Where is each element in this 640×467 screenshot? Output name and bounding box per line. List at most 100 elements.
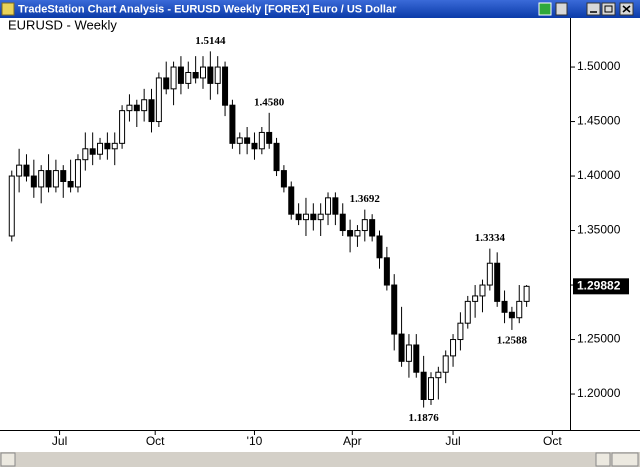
- menu-button[interactable]: [555, 2, 568, 16]
- candle-body: [501, 300, 508, 313]
- y-tick-label: 1.40000: [577, 168, 621, 182]
- annotation: 1.1876: [409, 412, 440, 424]
- x-tick-label: Oct: [146, 434, 165, 448]
- x-tick-label: Oct: [543, 434, 562, 448]
- candle-body: [486, 262, 493, 286]
- candle-body: [52, 170, 59, 188]
- annotation: 1.5144: [195, 35, 226, 47]
- candle-body: [74, 159, 81, 188]
- candle-body: [494, 262, 501, 302]
- candle-body: [435, 371, 442, 379]
- candle-body: [302, 213, 309, 221]
- candle-body: [104, 142, 111, 150]
- title-bar: [0, 0, 640, 18]
- candle-body: [508, 311, 515, 319]
- candle-body: [111, 142, 118, 150]
- candle-body: [369, 219, 376, 237]
- candle-body: [185, 71, 192, 84]
- last-price-label: 1.29882: [577, 278, 621, 292]
- candle-body: [126, 104, 133, 112]
- candle-body: [214, 66, 221, 84]
- x-tick-label: Apr: [343, 434, 362, 448]
- candle-body: [199, 66, 206, 79]
- y-tick-label: 1.45000: [577, 114, 621, 128]
- scroll-thumb[interactable]: [611, 452, 639, 467]
- candle-body: [325, 197, 332, 215]
- candle-body: [82, 148, 89, 161]
- candle-body: [361, 219, 368, 232]
- y-tick-label: 1.50000: [577, 59, 621, 73]
- candle-body: [251, 142, 258, 150]
- candle-body: [133, 104, 140, 112]
- candle-body: [192, 71, 199, 79]
- candle-body: [244, 137, 251, 144]
- candle-body: [464, 300, 471, 324]
- annotation: 1.3334: [475, 232, 506, 244]
- candle-body: [442, 355, 449, 373]
- candle-body: [339, 213, 346, 232]
- y-tick-label: 1.35000: [577, 223, 621, 237]
- candle-body: [155, 77, 162, 123]
- candle-body: [222, 66, 229, 106]
- candle-body: [207, 66, 214, 84]
- x-tick-label: '10: [247, 434, 263, 448]
- candle-body: [398, 333, 405, 362]
- candle-body: [354, 230, 361, 237]
- candle-body: [89, 148, 96, 155]
- candle-body: [23, 164, 30, 177]
- candle-body: [472, 295, 479, 302]
- candle-body: [163, 77, 170, 90]
- candle-body: [30, 175, 37, 188]
- candle-body: [280, 170, 287, 188]
- candle-body: [67, 180, 74, 188]
- candle-body: [295, 213, 302, 221]
- candle-body: [420, 371, 427, 400]
- candle-body: [141, 99, 148, 112]
- candle-body: [317, 213, 324, 221]
- last-price-box: [573, 278, 629, 295]
- candle-body: [376, 235, 383, 259]
- maximize-button[interactable]: [601, 2, 616, 16]
- candle-body: [97, 142, 104, 155]
- candle-body: [60, 170, 67, 182]
- annotation: 1.2588: [497, 334, 528, 346]
- candle-body: [177, 66, 184, 84]
- candle-body: [523, 285, 530, 302]
- candle-body: [266, 131, 273, 144]
- candle-body: [450, 339, 457, 357]
- candle-body: [347, 230, 354, 237]
- chart-title: EURUSD - Weekly: [8, 17, 117, 32]
- candle-body: [383, 257, 390, 286]
- annotation: 1.4580: [254, 96, 285, 108]
- candle-body: [16, 164, 23, 177]
- candle-body: [427, 377, 434, 400]
- candle-body: [148, 99, 155, 123]
- candle-body: [391, 284, 398, 335]
- annotation: 1.3692: [350, 193, 381, 205]
- symbol-link-button[interactable]: [538, 2, 552, 16]
- candle-body: [405, 344, 412, 362]
- candle-body: [119, 110, 126, 144]
- candle-body: [45, 170, 52, 188]
- candle-body: [273, 142, 280, 172]
- x-tick-label: Jul: [52, 434, 67, 448]
- candle-body: [516, 300, 523, 319]
- chart-area: [0, 18, 640, 452]
- candle-body: [258, 131, 265, 150]
- candle-body: [457, 322, 464, 341]
- candle-body: [229, 104, 236, 144]
- candle-body: [8, 175, 15, 237]
- window-title: TradeStation Chart Analysis - EURUSD Wee…: [18, 3, 397, 15]
- scrollbar[interactable]: [0, 452, 640, 467]
- candle-body: [413, 344, 420, 373]
- candle-body: [38, 170, 45, 188]
- candle-body: [479, 284, 486, 297]
- y-tick-label: 1.25000: [577, 332, 621, 346]
- y-tick-label: 1.20000: [577, 386, 621, 400]
- minimize-button[interactable]: [586, 2, 601, 16]
- scroll-left[interactable]: [0, 452, 16, 467]
- scroll-right[interactable]: [595, 452, 611, 467]
